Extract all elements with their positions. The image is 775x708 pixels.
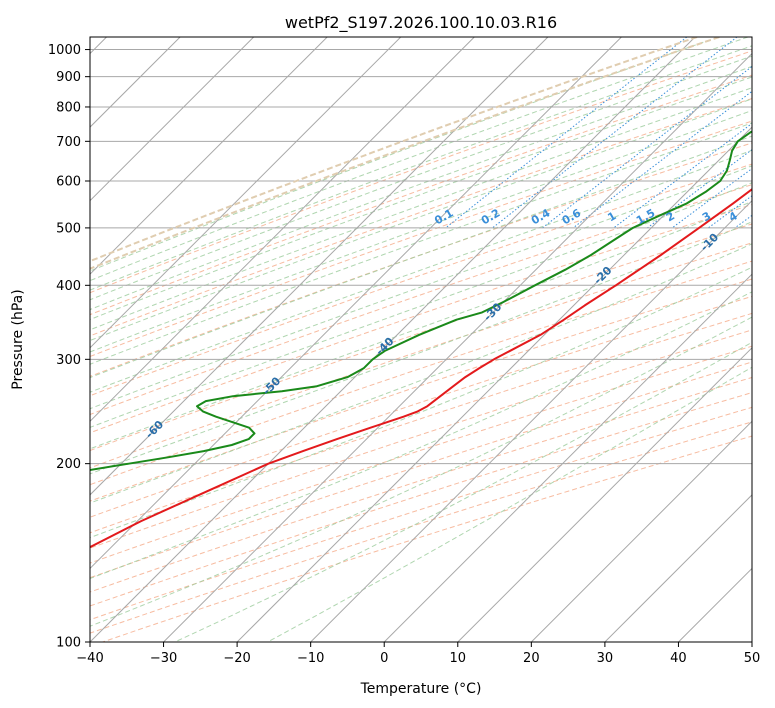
dry-adiabat	[90, 163, 752, 397]
x-tick-label: −10	[297, 651, 324, 666]
y-tick-label: 400	[56, 279, 81, 294]
isotherm	[163, 52, 752, 642]
y-tick-label: 900	[56, 70, 81, 85]
dry-adiabat	[90, 50, 752, 294]
isobars	[90, 49, 752, 642]
mixing-ratio-line	[734, 214, 752, 229]
profile-lines	[90, 130, 752, 549]
moist-adiabat	[90, 182, 752, 428]
mixing-ratio-label: 4	[727, 209, 740, 224]
y-tick-label: 700	[56, 135, 81, 150]
mixing-ratio-line	[445, 37, 688, 229]
y-tick-label: 1000	[48, 43, 81, 58]
mixing-ratio-label: 2	[664, 209, 677, 224]
x-axis: −40 −30 −20 −10 0 10 20 30 40 50	[76, 642, 760, 666]
dry-adiabat	[90, 278, 752, 502]
dry-adiabat	[90, 329, 752, 549]
isotherm	[90, 37, 255, 202]
mixing-ratio-line	[613, 122, 752, 229]
isotherm	[90, 37, 328, 275]
moist-adiabat	[267, 366, 752, 642]
isotherm	[604, 494, 752, 642]
moist-adiabat	[90, 98, 752, 342]
moist-adiabat	[90, 243, 752, 504]
isotherm	[530, 420, 752, 642]
moist-adiabat-label: 0	[769, 205, 775, 220]
moist-adiabat	[90, 266, 752, 539]
dewpoint-profile	[90, 130, 752, 472]
mixing-ratio-lines	[445, 37, 752, 229]
isotherm	[90, 37, 622, 570]
x-tick-label: −40	[76, 651, 103, 666]
dry-adiabat	[90, 204, 752, 434]
reference-line-labels: -100-90-80-70-60-50-40-30-20-100.10.20.4…	[25, 205, 775, 485]
isotherm	[90, 37, 402, 349]
y-tick-label: 100	[56, 636, 81, 651]
x-tick-label: −20	[223, 651, 250, 666]
mixing-ratio-line	[492, 37, 738, 229]
plot-frame	[89, 36, 753, 643]
x-axis-title: Temperature (°C)	[360, 681, 482, 697]
y-axis-title: Pressure (hPa)	[10, 289, 26, 389]
moist-adiabat	[90, 122, 752, 365]
x-tick-label: 40	[670, 651, 687, 666]
mixing-ratio-label: 6	[765, 209, 775, 224]
mixing-ratio-line	[542, 65, 752, 229]
y-tick-label: 800	[56, 100, 81, 115]
dry-adiabat	[90, 97, 752, 337]
reference-curve	[90, 37, 698, 263]
mixing-ratio-label: 0.2	[479, 206, 502, 227]
dry-adiabat	[90, 184, 752, 416]
isotherm	[678, 567, 752, 642]
mixing-ratio-line	[572, 90, 752, 229]
x-tick-label: 50	[744, 651, 761, 666]
mixing-ratio-label: 0.6	[560, 206, 584, 227]
dry-adiabat	[90, 142, 752, 377]
isotherm	[90, 37, 549, 496]
isotherm	[90, 37, 475, 423]
dry-adiabat	[90, 312, 752, 534]
dry-adiabat	[90, 345, 752, 564]
x-tick-label: 0	[380, 651, 388, 666]
moist-adiabat	[90, 149, 752, 393]
x-tick-label: 10	[450, 651, 467, 666]
moist-adiabat	[90, 45, 752, 291]
dry-adiabat	[90, 242, 752, 469]
dry-adiabat	[90, 223, 752, 452]
isotherm	[90, 37, 696, 642]
y-axis: 1000 900 800 700 600 500 400 300 200 100	[48, 43, 90, 651]
isotherm	[457, 347, 752, 642]
dry-adiabat	[90, 361, 752, 579]
dry-adiabat-label: -70	[25, 462, 48, 485]
isotherm	[383, 273, 752, 642]
mixing-ratio-line	[671, 167, 752, 229]
mixing-ratio-label: 0.1	[432, 206, 455, 227]
y-tick-label: 600	[56, 174, 81, 189]
isotherm	[310, 199, 752, 642]
y-tick-label: 500	[56, 221, 81, 236]
mixing-ratio-label: 3	[700, 209, 713, 224]
moist-adiabat	[90, 37, 749, 282]
isotherm	[751, 641, 752, 642]
background-grid	[90, 37, 752, 642]
temperature-profile	[90, 187, 752, 549]
y-tick-label: 300	[56, 353, 81, 368]
dry-adiabat	[90, 295, 752, 518]
chart-title: wetPf2_S197.2026.100.10.03.R16	[285, 13, 557, 33]
x-tick-label: −30	[150, 651, 177, 666]
x-tick-label: 20	[523, 651, 540, 666]
moist-adiabat	[90, 165, 752, 410]
dry-adiabat	[90, 376, 752, 593]
y-tick-label: 200	[56, 457, 81, 472]
x-tick-label: 30	[597, 651, 614, 666]
reference-curve	[90, 37, 720, 270]
